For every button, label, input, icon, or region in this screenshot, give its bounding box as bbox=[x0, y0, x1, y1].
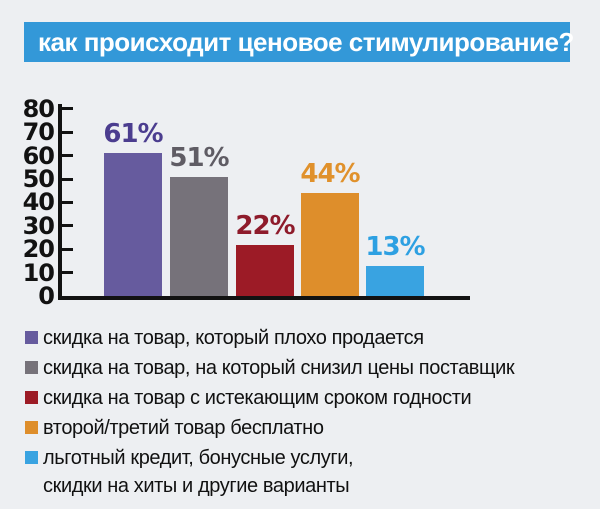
y-axis-label-0: 0 bbox=[38, 282, 55, 310]
y-axis-label-40: 40 bbox=[22, 188, 55, 217]
y-axis-label-70: 70 bbox=[22, 118, 55, 147]
legend-item-4: второй/третий товар бесплатно bbox=[25, 414, 324, 442]
legend-item-3: скидка на товар с истекающим сроком годн… bbox=[25, 384, 472, 412]
legend-label-4: второй/третий товар бесплатно bbox=[43, 417, 324, 439]
y-axis-tick-40 bbox=[62, 200, 73, 204]
y-axis-tick-70 bbox=[62, 130, 73, 134]
y-axis-tick-10 bbox=[62, 271, 73, 275]
y-axis-label-80: 80 bbox=[22, 94, 55, 123]
bar-3 bbox=[236, 245, 294, 296]
legend-item-5: льготный кредит, бонусные услуги, скидки… bbox=[25, 444, 354, 500]
legend-item-2: скидка на товар, на который снизил цены … bbox=[25, 354, 515, 382]
y-axis-line bbox=[58, 104, 62, 300]
y-axis-label-50: 50 bbox=[22, 165, 55, 193]
bar-5 bbox=[366, 266, 424, 296]
y-axis-tick-80 bbox=[62, 107, 73, 111]
legend-swatch-5 bbox=[25, 451, 38, 464]
y-axis-tick-60 bbox=[62, 154, 73, 158]
bar-4 bbox=[301, 193, 359, 296]
y-axis-tick-50 bbox=[62, 177, 73, 181]
bar-value-label-5: 13% bbox=[365, 232, 425, 262]
legend-swatch-2 bbox=[25, 361, 38, 374]
y-axis-tick-20 bbox=[62, 247, 73, 251]
bar-1 bbox=[104, 153, 162, 296]
y-axis-label-60: 60 bbox=[22, 141, 55, 170]
legend-swatch-1 bbox=[25, 331, 38, 344]
legend-label-2: скидка на товар, на который снизил цены … bbox=[43, 357, 515, 379]
bar-value-label-2: 51% bbox=[169, 143, 229, 173]
chart-title: как происходит ценовое стимулирование? bbox=[38, 26, 574, 57]
legend-swatch-3 bbox=[25, 391, 38, 404]
legend-label-3: скидка на товар с истекающим сроком годн… bbox=[43, 387, 472, 409]
legend-item-1: скидка на товар, который плохо продается bbox=[25, 324, 424, 352]
y-axis-label-20: 20 bbox=[22, 235, 55, 264]
bar-value-label-4: 44% bbox=[300, 159, 360, 189]
chart-title-banner: как происходит ценовое стимулирование? bbox=[24, 22, 574, 62]
x-axis-line bbox=[58, 296, 470, 300]
y-axis-label-30: 30 bbox=[22, 211, 55, 240]
legend-label-5: льготный кредит, бонусные услуги, скидки… bbox=[43, 447, 354, 497]
legend-swatch-4 bbox=[25, 421, 38, 434]
bar-2 bbox=[170, 177, 228, 296]
bar-value-label-1: 61% bbox=[103, 119, 163, 149]
y-axis-tick-30 bbox=[62, 224, 73, 228]
legend-label-1: скидка на товар, который плохо продается bbox=[43, 327, 424, 349]
bar-value-label-3: 22% bbox=[235, 211, 295, 241]
y-axis-label-10: 10 bbox=[22, 258, 55, 287]
